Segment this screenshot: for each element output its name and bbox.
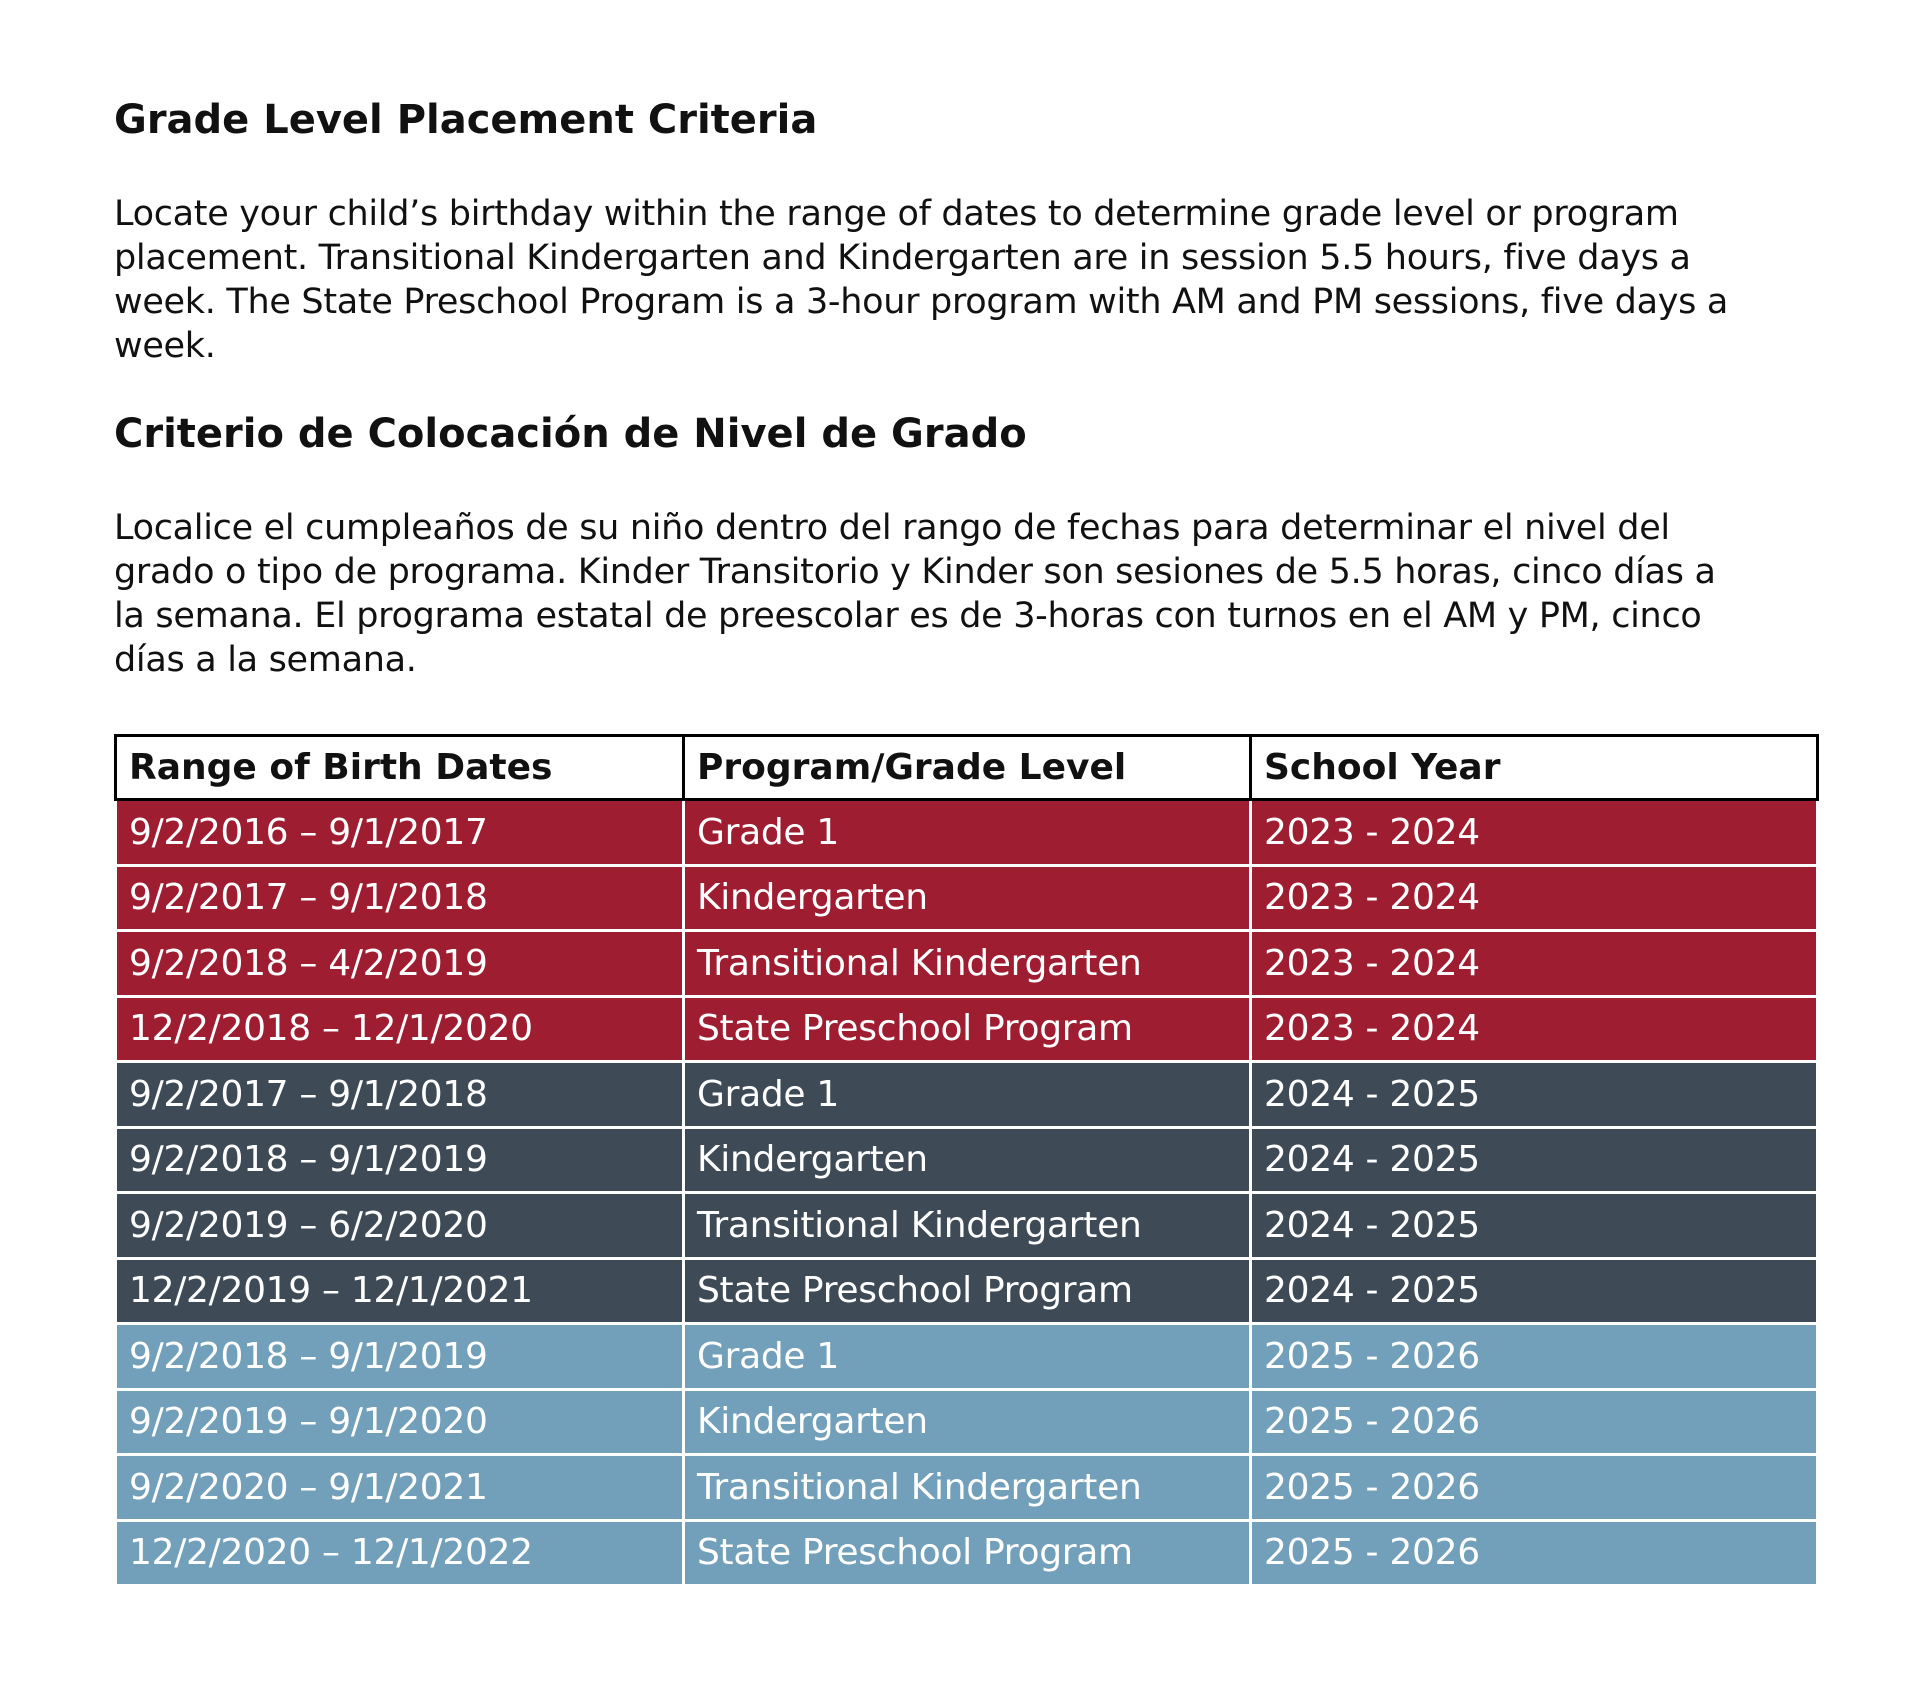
table-row: 12/2/2019 – 12/1/2021 State Preschool Pr…	[114, 1256, 1819, 1325]
cell-school-year: 2024 - 2025	[1249, 1060, 1819, 1129]
cell-birth-range: 9/2/2017 – 9/1/2018	[114, 863, 685, 932]
cell-school-year: 2025 - 2026	[1249, 1518, 1819, 1587]
cell-school-year: 2023 - 2024	[1249, 994, 1819, 1063]
cell-program: Grade 1	[682, 1322, 1252, 1391]
cell-birth-range: 9/2/2018 – 4/2/2019	[114, 929, 685, 998]
cell-school-year: 2025 - 2026	[1249, 1322, 1819, 1391]
table-row: 9/2/2019 – 9/1/2020 Kindergarten 2025 - …	[114, 1387, 1819, 1456]
cell-program: Grade 1	[682, 798, 1252, 867]
table-row: 12/2/2020 – 12/1/2022 State Preschool Pr…	[114, 1518, 1819, 1587]
cell-program: Kindergarten	[682, 1125, 1252, 1194]
table-row: 9/2/2017 – 9/1/2018 Grade 1 2024 - 2025	[114, 1060, 1819, 1129]
cell-birth-range: 12/2/2020 – 12/1/2022	[114, 1518, 685, 1587]
paragraph-english: Locate your child’s birthday within the …	[114, 194, 1729, 366]
cell-birth-range: 9/2/2017 – 9/1/2018	[114, 1060, 685, 1129]
table-row: 9/2/2020 – 9/1/2021 Transitional Kinderg…	[114, 1453, 1819, 1522]
cell-school-year: 2023 - 2024	[1249, 863, 1819, 932]
table-row: 9/2/2019 – 6/2/2020 Transitional Kinderg…	[114, 1191, 1819, 1260]
table-row: 9/2/2017 – 9/1/2018 Kindergarten 2023 - …	[114, 863, 1819, 932]
cell-school-year: 2023 - 2024	[1249, 798, 1819, 867]
cell-birth-range: 9/2/2019 – 9/1/2020	[114, 1387, 685, 1456]
cell-program: State Preschool Program	[682, 1518, 1252, 1587]
cell-school-year: 2025 - 2026	[1249, 1453, 1819, 1522]
cell-program: State Preschool Program	[682, 994, 1252, 1063]
cell-birth-range: 9/2/2019 – 6/2/2020	[114, 1191, 685, 1260]
paragraph-spanish: Localice el cumpleaños de su niño dentro…	[114, 508, 1716, 680]
table-header-row: Range of Birth Dates Program/Grade Level…	[114, 734, 1819, 801]
cell-program: Transitional Kindergarten	[682, 929, 1252, 998]
cell-program: Kindergarten	[682, 863, 1252, 932]
cell-birth-range: 9/2/2020 – 9/1/2021	[114, 1453, 685, 1522]
table-row: 9/2/2018 – 9/1/2019 Grade 1 2025 - 2026	[114, 1322, 1819, 1391]
cell-birth-range: 12/2/2018 – 12/1/2020	[114, 994, 685, 1063]
cell-school-year: 2024 - 2025	[1249, 1125, 1819, 1194]
cell-program: State Preschool Program	[682, 1256, 1252, 1325]
table-row: 9/2/2018 – 9/1/2019 Kindergarten 2024 - …	[114, 1125, 1819, 1194]
cell-school-year: 2024 - 2025	[1249, 1191, 1819, 1260]
header-birth-dates: Range of Birth Dates	[114, 734, 685, 801]
table-row: 9/2/2016 – 9/1/2017 Grade 1 2023 - 2024	[114, 798, 1819, 867]
cell-birth-range: 9/2/2018 – 9/1/2019	[114, 1125, 685, 1194]
cell-birth-range: 9/2/2016 – 9/1/2017	[114, 798, 685, 867]
document-content: Grade Level Placement Criteria Locate yo…	[114, 92, 1814, 682]
cell-school-year: 2024 - 2025	[1249, 1256, 1819, 1325]
cell-program: Grade 1	[682, 1060, 1252, 1129]
cell-birth-range: 9/2/2018 – 9/1/2019	[114, 1322, 685, 1391]
cell-program: Kindergarten	[682, 1387, 1252, 1456]
table-row: 12/2/2018 – 12/1/2020 State Preschool Pr…	[114, 994, 1819, 1063]
cell-program: Transitional Kindergarten	[682, 1191, 1252, 1260]
table-row: 9/2/2018 – 4/2/2019 Transitional Kinderg…	[114, 929, 1819, 998]
placement-table: Range of Birth Dates Program/Grade Level…	[114, 734, 1819, 1587]
header-school-year: School Year	[1249, 734, 1819, 801]
heading-english: Grade Level Placement Criteria	[114, 97, 818, 143]
cell-birth-range: 12/2/2019 – 12/1/2021	[114, 1256, 685, 1325]
heading-spanish: Criterio de Colocación de Nivel de Grado	[114, 411, 1027, 457]
cell-program: Transitional Kindergarten	[682, 1453, 1252, 1522]
cell-school-year: 2025 - 2026	[1249, 1387, 1819, 1456]
cell-school-year: 2023 - 2024	[1249, 929, 1819, 998]
header-program-grade: Program/Grade Level	[682, 734, 1252, 801]
